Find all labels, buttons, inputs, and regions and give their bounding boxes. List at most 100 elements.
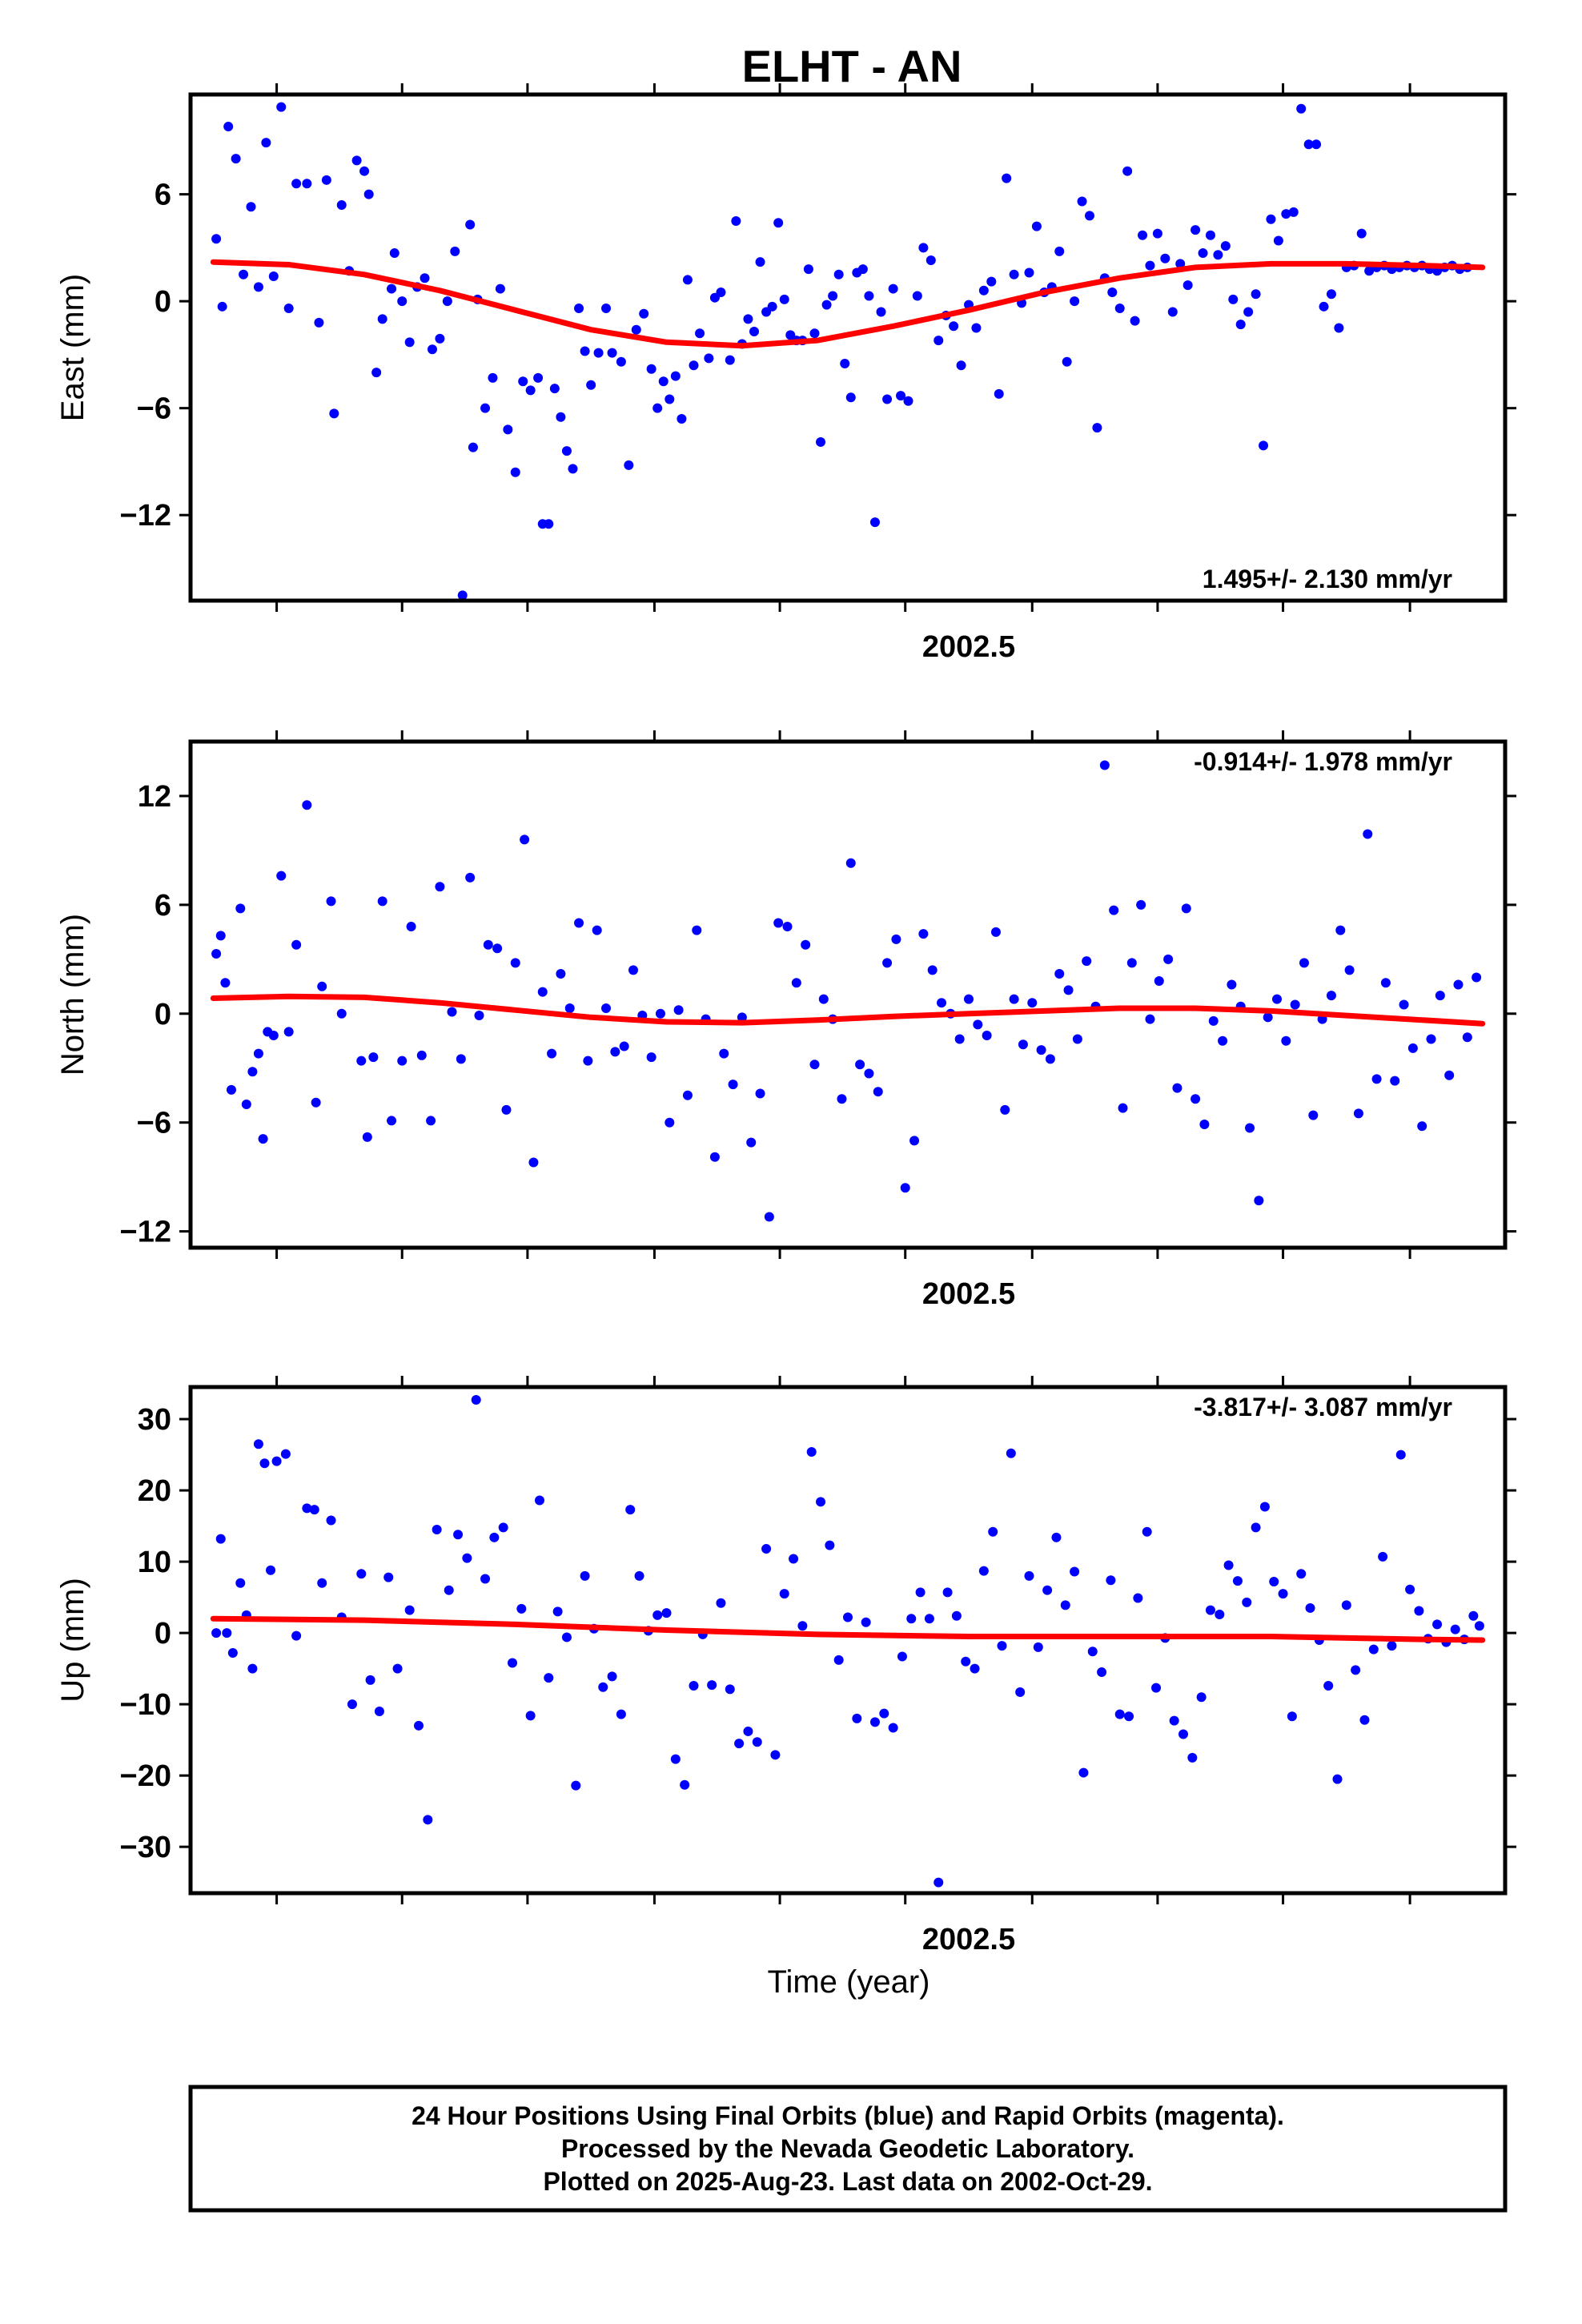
data-point (1054, 968, 1065, 979)
data-point (631, 324, 641, 335)
data-point (291, 179, 302, 189)
data-point (247, 1663, 258, 1674)
data-point (1353, 1108, 1363, 1119)
data-point (447, 1007, 457, 1017)
data-point (833, 269, 844, 279)
data-point (1130, 316, 1140, 326)
data-point (639, 308, 649, 319)
footer-line-3: Plotted on 2025-Aug-23. Last data on 200… (543, 2167, 1152, 2196)
data-point (235, 903, 246, 914)
data-point (634, 1570, 644, 1581)
data-point (368, 1052, 379, 1063)
data-point (1145, 1014, 1155, 1024)
data-point (442, 296, 452, 307)
data-point (728, 1080, 738, 1090)
up-panel: −30 −20 −10 0 10 20 30 2002.5 Up (mm) -3.817+/- 3… (55, 1376, 1516, 1956)
data-point (435, 882, 445, 892)
data-point (1142, 1526, 1152, 1537)
data-point (276, 870, 287, 881)
data-point (276, 102, 287, 112)
data-point (619, 1041, 629, 1051)
data-point (1015, 1687, 1026, 1697)
data-point (456, 1054, 466, 1064)
footer-box: 24 Hour Positions Using Final Orbits (bl… (188, 2085, 1508, 2213)
data-point (556, 968, 566, 979)
rate-label: 1.495+/- 2.130 mm/yr (1203, 565, 1452, 593)
data-point (1259, 1502, 1270, 1512)
data-point (427, 344, 437, 355)
data-point (1290, 999, 1300, 1010)
data-point (480, 403, 491, 413)
data-point (725, 1684, 735, 1695)
data-point (1107, 287, 1118, 298)
data-point (725, 355, 735, 365)
data-point (498, 1522, 508, 1533)
data-point (503, 424, 513, 435)
data-point (1077, 196, 1087, 207)
data-point (1118, 1103, 1128, 1113)
data-point (1199, 1119, 1210, 1129)
data-point (764, 1212, 774, 1222)
y-axis-label: East (mm) (55, 274, 90, 421)
data-point (997, 1641, 1007, 1651)
data-point (211, 1628, 222, 1638)
data-point (743, 314, 753, 324)
data-point (956, 360, 966, 371)
data-point (1198, 248, 1208, 259)
data-point (1136, 899, 1146, 910)
data-point (598, 1682, 608, 1692)
data-point (1092, 423, 1102, 433)
data-point (616, 356, 626, 367)
data-point (1450, 1624, 1460, 1634)
data-point (571, 1780, 581, 1791)
data-point (326, 1515, 336, 1526)
data-point (468, 442, 478, 452)
data-point (900, 1183, 910, 1193)
data-point (534, 1495, 544, 1506)
data-point (607, 1671, 617, 1682)
data-point (302, 1503, 312, 1514)
data-point (1251, 1522, 1261, 1533)
data-point (351, 155, 362, 166)
data-point (1405, 1584, 1415, 1594)
data-point (223, 122, 234, 132)
data-point (1196, 1692, 1207, 1703)
data-point (1359, 1715, 1370, 1725)
data-point (837, 1094, 847, 1104)
data-point (1167, 307, 1178, 317)
data-point (1062, 356, 1072, 367)
y-tick-label: 12 (138, 780, 171, 814)
data-point (533, 372, 544, 383)
data-point (816, 1497, 826, 1507)
data-point (821, 300, 832, 310)
data-point (564, 1003, 575, 1013)
data-point (971, 323, 982, 333)
data-point (986, 276, 997, 287)
data-point (1133, 1593, 1143, 1603)
data-point (803, 264, 813, 275)
data-point (882, 394, 893, 404)
data-point (918, 243, 929, 253)
data-point (963, 994, 974, 1004)
data-point (457, 590, 468, 601)
data-point (1051, 1532, 1062, 1542)
data-point (949, 321, 959, 332)
data-point (864, 291, 874, 301)
fit-line (210, 1615, 1486, 1643)
data-point (610, 1047, 620, 1057)
data-point (988, 1526, 998, 1537)
data-point (268, 271, 279, 281)
data-point (480, 1574, 491, 1584)
data-point (1006, 1448, 1016, 1458)
data-point (767, 301, 777, 312)
data-point (356, 1569, 367, 1579)
data-point (1259, 440, 1269, 451)
data-point (239, 269, 249, 279)
data-point (537, 987, 548, 997)
data-point (1296, 1569, 1307, 1579)
data-point (1163, 954, 1174, 964)
data-point (462, 1553, 472, 1563)
data-point (1326, 289, 1336, 300)
data-point (444, 1585, 454, 1595)
footer-line-1: 24 Hour Positions Using Final Orbits (bl… (412, 2101, 1284, 2130)
